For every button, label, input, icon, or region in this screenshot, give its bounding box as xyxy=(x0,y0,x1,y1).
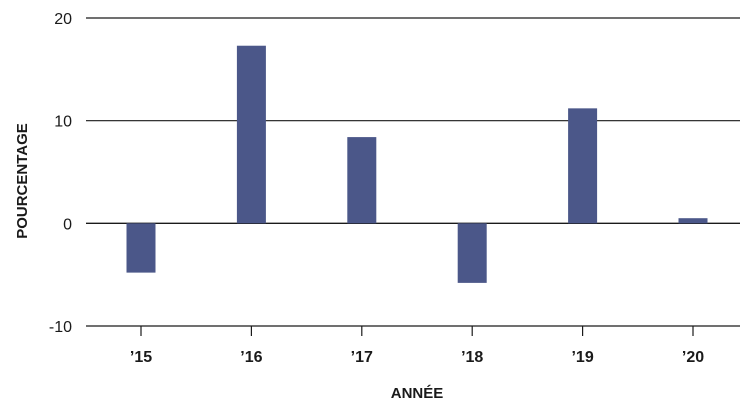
bar xyxy=(568,108,598,224)
x-tick-label: ’16 xyxy=(240,349,262,366)
gridlines xyxy=(86,17,740,327)
x-axis-ticks: ’15 ’16 ’17 ’18 ’19 ’20 xyxy=(130,326,704,366)
x-axis-title: ANNÉE xyxy=(391,385,444,402)
y-axis-title: POURCENTAGE xyxy=(14,123,31,239)
y-tick-label: -10 xyxy=(49,319,72,336)
x-tick-label: ’15 xyxy=(130,349,152,366)
x-tick-label: ’20 xyxy=(682,349,704,366)
y-axis-tick-labels: 20 10 0 -10 xyxy=(49,11,72,336)
bar xyxy=(347,137,377,224)
x-tick-label: ’19 xyxy=(571,349,593,366)
y-tick-label: 10 xyxy=(54,114,72,131)
y-tick-label: 0 xyxy=(63,216,72,233)
y-tick-label: 20 xyxy=(54,11,72,28)
bars xyxy=(126,45,708,283)
bar xyxy=(126,223,156,273)
bar xyxy=(236,45,266,224)
bar xyxy=(678,218,708,224)
bar xyxy=(457,223,487,283)
x-tick-label: ’18 xyxy=(461,349,483,366)
x-tick-label: ’17 xyxy=(351,349,373,366)
